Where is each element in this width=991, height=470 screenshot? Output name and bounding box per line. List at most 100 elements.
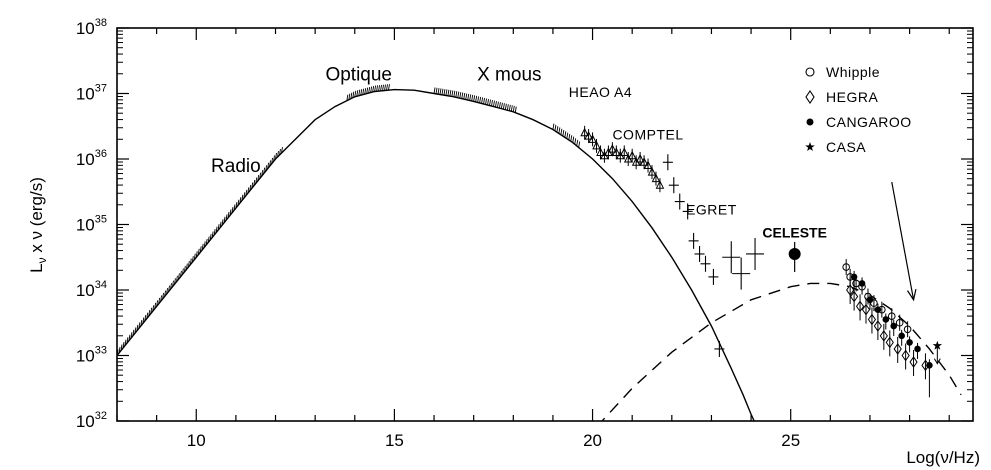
data-band-mark-xray bbox=[508, 104, 511, 111]
data-band-mark-xray bbox=[455, 91, 458, 98]
annotations: Radio Optique X mous HEAO A4 COMPTEL EGRET CEL… bbox=[211, 64, 917, 302]
data-band-mark-xray bbox=[467, 93, 470, 101]
instrument-label: HEAO A4 bbox=[569, 84, 632, 100]
data-band-mark-xray bbox=[512, 105, 515, 112]
synchrotron-curve bbox=[117, 88, 755, 421]
data-band-mark-xray bbox=[459, 92, 462, 99]
data-band-mark-xray bbox=[437, 88, 440, 95]
data-bands bbox=[116, 84, 581, 356]
data-band-mark-optical bbox=[364, 88, 367, 95]
pointer-arrow-line bbox=[891, 181, 915, 300]
x-tick-label: 25 bbox=[781, 431, 800, 450]
data-band-mark-optical bbox=[368, 87, 371, 94]
compton-curve bbox=[601, 282, 962, 421]
data-band-mark-xray bbox=[439, 88, 442, 95]
instrument-label: CELESTE bbox=[762, 225, 827, 241]
data-band-mark-heao bbox=[568, 133, 571, 141]
x-tick-label: 15 bbox=[385, 431, 404, 450]
data-band-mark-xray bbox=[510, 105, 513, 112]
data-band-mark-optical bbox=[358, 89, 361, 96]
data-band-mark-xray bbox=[449, 90, 452, 97]
data-band-mark-xray bbox=[495, 101, 497, 108]
y-tick-base: 10 bbox=[76, 347, 95, 366]
data-band-mark-optical bbox=[384, 84, 386, 91]
data-band-mark-xray bbox=[463, 92, 466, 100]
data-band-mark-xray bbox=[493, 100, 495, 107]
data-band-mark-xray bbox=[473, 95, 476, 102]
legend-label: Whipple bbox=[826, 64, 880, 80]
data-band-mark-xray bbox=[451, 90, 454, 97]
data-band-mark-optical bbox=[378, 85, 380, 92]
data-band-mark-optical bbox=[374, 85, 377, 92]
data-band-mark-heao bbox=[562, 130, 565, 137]
data-band-mark-optical bbox=[356, 90, 359, 97]
y-tick-exponent: 35 bbox=[95, 214, 107, 226]
x-axis-title: Log(ν/Hz) bbox=[906, 448, 980, 467]
data-band-mark-xray bbox=[447, 89, 450, 96]
data-band-mark-xray bbox=[514, 106, 517, 113]
data-band-mark-xray bbox=[479, 96, 482, 104]
data-band-mark-xray bbox=[483, 97, 486, 105]
data-band-mark-optical bbox=[376, 85, 379, 92]
data-band-mark-xray bbox=[498, 102, 501, 109]
data-band-mark-heao bbox=[578, 141, 581, 148]
data-band-mark-xray bbox=[471, 94, 474, 101]
data-band-mark-xray bbox=[445, 89, 448, 96]
y-tick-label: 1032 bbox=[76, 410, 107, 431]
data-band-mark-xray bbox=[506, 104, 509, 111]
data-band-mark-optical bbox=[352, 91, 355, 98]
band-label: Radio bbox=[211, 156, 261, 177]
y-tick-base: 10 bbox=[76, 412, 95, 431]
plot-frame bbox=[116, 27, 974, 422]
y-tick-label: 1037 bbox=[76, 83, 107, 104]
data-band-mark-optical bbox=[360, 89, 363, 96]
data-band-mark-xray bbox=[457, 91, 460, 98]
legend-cangaroo-symbol bbox=[806, 118, 814, 126]
data-band-mark-xray bbox=[465, 93, 468, 100]
y-axis-title-sub: ν bbox=[35, 257, 49, 263]
data-band-mark-xray bbox=[502, 103, 505, 110]
casa-point bbox=[932, 340, 943, 350]
data-band-mark-xray bbox=[489, 99, 491, 106]
y-tick-base: 10 bbox=[76, 150, 95, 169]
data-band-mark-heao bbox=[558, 127, 561, 134]
legend-label: CASA bbox=[826, 139, 866, 155]
y-axis-title: Lν x ν (erg/s) bbox=[27, 177, 49, 273]
y-tick-exponent: 38 bbox=[95, 17, 107, 29]
y-tick-base: 10 bbox=[76, 19, 95, 38]
legend: Whipple HEGRA CANGAROO CASA bbox=[805, 64, 911, 155]
data-band-mark-optical bbox=[350, 92, 353, 99]
data-band-mark-heao bbox=[566, 132, 569, 139]
data-band-mark-xray bbox=[481, 97, 484, 104]
y-tick-label: 1034 bbox=[76, 279, 107, 300]
y-tick-exponent: 37 bbox=[95, 83, 107, 95]
y-tick-base: 10 bbox=[76, 216, 95, 235]
data-band-mark-xray bbox=[441, 88, 444, 95]
data-band-mark-xray bbox=[491, 100, 493, 107]
data-band-mark-heao bbox=[556, 126, 559, 133]
x-tick-label: 10 bbox=[187, 431, 206, 450]
y-tick-label: 1038 bbox=[76, 17, 107, 38]
band-label: Optique bbox=[325, 64, 392, 85]
data-band-mark-xray bbox=[485, 98, 487, 105]
data-band-mark-xray bbox=[453, 90, 456, 97]
data-band-mark-xray bbox=[497, 101, 499, 108]
data-band-mark-xray bbox=[500, 102, 503, 109]
data-band-mark-xray bbox=[433, 87, 436, 94]
y-tick-exponent: 32 bbox=[95, 410, 107, 422]
pointer-arrow-head bbox=[907, 288, 917, 302]
data-band-mark-optical bbox=[362, 88, 365, 95]
data-band-mark-heao bbox=[570, 135, 573, 142]
data-band-mark-heao bbox=[560, 128, 563, 135]
data-band-mark-heao bbox=[554, 124, 557, 131]
data-band-mark-optical bbox=[388, 84, 390, 91]
band-label: X mous bbox=[477, 64, 541, 85]
data-band-mark-optical bbox=[382, 84, 384, 91]
y-tick-exponent: 33 bbox=[95, 345, 107, 357]
casa-upper-limit-arrowhead bbox=[933, 358, 941, 365]
legend-whipple-symbol bbox=[805, 67, 815, 77]
data-band-mark-optical bbox=[354, 90, 357, 97]
